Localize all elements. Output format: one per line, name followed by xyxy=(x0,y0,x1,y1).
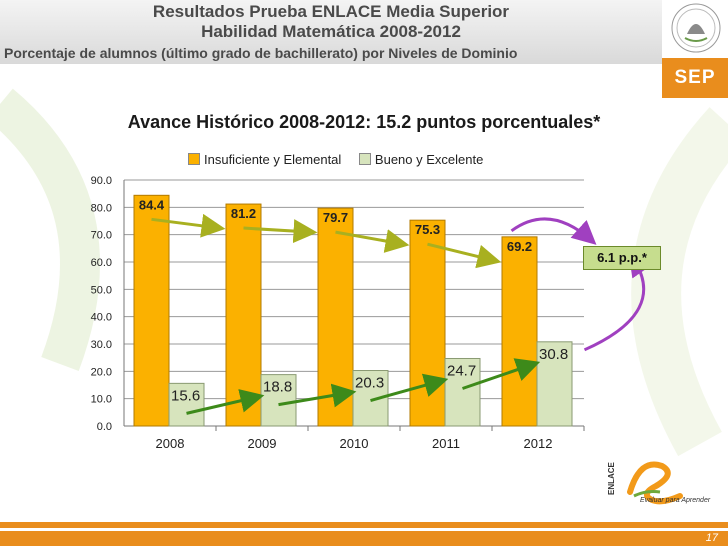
trend-arrow-insuficiente xyxy=(243,219,318,244)
bar-insuficiente-elemental xyxy=(409,219,446,427)
bar-bueno-excelente xyxy=(444,357,481,427)
pp-annotation-box: 6.1 p.p.* xyxy=(583,246,661,270)
bar-insuficiente-elemental xyxy=(501,236,538,427)
trend-arrow-insuficiente xyxy=(427,242,502,269)
chart-legend: Insuficiente y Elemental Bueno y Excelen… xyxy=(188,152,497,167)
header-banner: Resultados Prueba ENLACE Media Superior … xyxy=(0,0,662,64)
data-label: 30.8 xyxy=(539,346,568,363)
page-title: Resultados Prueba ENLACE Media Superior xyxy=(152,2,510,21)
x-tick-label: 2011 xyxy=(432,436,460,451)
x-tick-label: 2012 xyxy=(524,436,553,451)
data-label: 81.2 xyxy=(231,206,256,221)
x-tick-label: 2010 xyxy=(340,436,369,451)
trend-arrow-bueno xyxy=(370,373,449,402)
legend-item-series-1: Insuficiente y Elemental xyxy=(188,152,341,167)
y-tick-label: 30.0 xyxy=(91,339,112,351)
data-label: 15.6 xyxy=(171,387,200,404)
y-tick-label: 70.0 xyxy=(91,230,112,242)
data-label: 84.4 xyxy=(139,197,165,212)
trend-arrow-purple-upper xyxy=(510,217,597,245)
y-tick-label: 10.0 xyxy=(91,394,112,406)
bar-insuficiente-elemental xyxy=(133,194,170,427)
data-label: 18.8 xyxy=(263,379,292,396)
legend-label-series-2: Bueno y Excelente xyxy=(374,152,484,167)
enlace-logo-name: ENLACE xyxy=(607,462,616,495)
bar-bueno-excelente xyxy=(168,382,205,427)
data-label: 79.7 xyxy=(323,210,348,225)
data-label: 24.7 xyxy=(447,362,476,379)
enlace-logo-icon xyxy=(627,461,683,505)
trend-arrow-bueno xyxy=(278,383,357,408)
data-label: 75.3 xyxy=(415,222,440,237)
legend-swatch-series-1 xyxy=(188,153,200,165)
x-tick-label: 2008 xyxy=(156,436,185,451)
legend-label-series-1: Insuficiente y Elemental xyxy=(204,152,342,167)
trend-arrow-insuficiente xyxy=(151,213,226,238)
legend-swatch-series-2 xyxy=(358,153,371,165)
background-swirl xyxy=(0,88,728,457)
y-tick-label: 0.0 xyxy=(97,421,112,433)
trend-arrow-bueno xyxy=(186,389,265,415)
enlace-tagline: Evaluar para Aprender xyxy=(640,497,711,504)
footer-bar xyxy=(0,522,728,528)
page-subtitle: Porcentaje de alumnos (último grado de b… xyxy=(4,45,518,61)
bar-bueno-excelente xyxy=(536,341,573,427)
bar-bueno-excelente xyxy=(260,374,297,427)
y-tick-label: 40.0 xyxy=(91,312,112,324)
page-title-line2: Habilidad Matemática 2008-2012 xyxy=(201,22,461,41)
trend-arrow-bueno xyxy=(462,358,541,390)
trend-arrow-purple-lower xyxy=(583,251,653,352)
data-label: 20.3 xyxy=(355,375,384,392)
y-tick-label: 80.0 xyxy=(91,202,112,214)
legend-item-series-2: Bueno y Excelente xyxy=(358,152,484,167)
x-tick-label: 2009 xyxy=(248,436,277,451)
y-tick-label: 20.0 xyxy=(91,366,112,378)
data-label: 69.2 xyxy=(507,239,532,254)
y-tick-label: 50.0 xyxy=(91,284,112,296)
y-tick-label: 60.0 xyxy=(91,257,112,269)
footer-bar-bottom xyxy=(0,531,728,546)
sep-logo: SEP xyxy=(662,58,728,98)
trend-arrow-insuficiente xyxy=(335,229,410,253)
coat-of-arms-icon xyxy=(665,0,728,56)
page-number: 17 xyxy=(705,532,718,544)
chart-title: Avance Histórico 2008-2012: 15.2 puntos … xyxy=(127,112,601,132)
y-tick-label: 90.0 xyxy=(91,175,112,187)
bar-insuficiente-elemental xyxy=(225,203,262,427)
